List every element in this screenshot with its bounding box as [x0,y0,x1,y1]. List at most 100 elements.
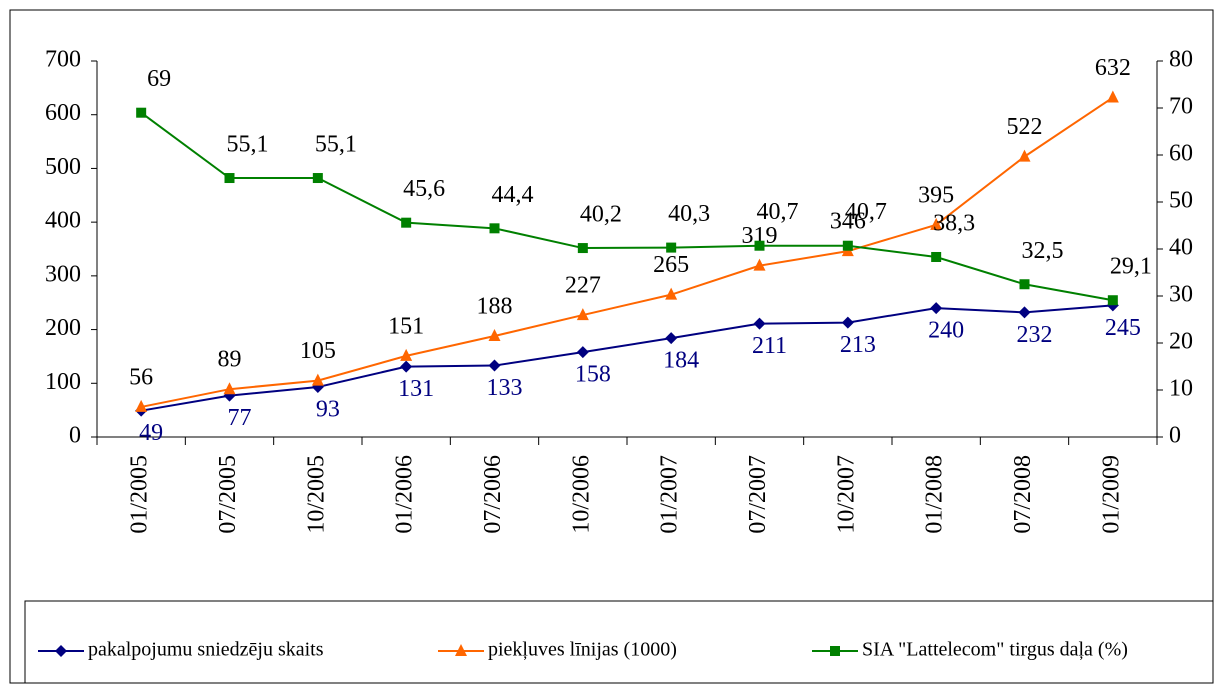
y2-tick-label: 80 [1169,47,1193,73]
data-label: 522 [1007,114,1043,140]
point [1107,295,1118,306]
point [400,348,413,361]
x-tick-label: 10/2007 [833,455,859,534]
data-label: 133 [487,375,523,401]
point [488,329,501,342]
y-tick-label: 0 [69,423,81,449]
point [577,243,588,254]
x-tick-label: 01/2009 [1098,455,1124,534]
data-label: 49 [139,420,163,446]
data-label: 131 [398,376,434,402]
point [665,287,678,300]
data-label: 93 [316,397,340,423]
data-label: 40,3 [668,201,710,227]
point [930,302,943,315]
point [753,317,766,330]
y-tick-label: 200 [45,315,81,341]
point [455,644,467,656]
point [665,332,678,345]
y2-tick-label: 40 [1169,235,1193,261]
point [136,107,147,118]
series-line [140,304,1113,412]
y2-tick-label: 70 [1169,94,1193,120]
x-tick-label: 01/2007 [657,455,683,534]
data-label: 105 [300,338,336,364]
x-tick-label: 01/2005 [127,455,153,534]
point [841,316,854,329]
x-tick-label: 01/2006 [392,455,418,534]
point [312,173,323,184]
x-tick-label: 07/2007 [745,455,771,534]
point [666,242,677,253]
y2-tick-label: 30 [1169,282,1193,308]
x-tick-label: 10/2006 [568,455,594,534]
data-label: 188 [477,294,513,320]
point [488,359,501,372]
series-line [140,111,1114,302]
data-label: 40,7 [757,199,799,225]
data-label: 240 [928,318,964,344]
data-label: 69 [147,66,171,92]
point [1018,149,1031,162]
data-label: 32,5 [1022,238,1064,264]
point [754,240,765,251]
legend-label: SIA "Lattelecom" tirgus daļa (%) [862,639,1128,661]
y-tick-label: 500 [45,154,81,180]
data-label: 213 [840,332,876,358]
x-tick-label: 07/2006 [480,455,506,534]
point [135,399,148,412]
data-label: 77 [228,405,252,431]
y-tick-label: 300 [45,261,81,287]
data-label: 56 [129,364,153,390]
data-label: 151 [388,313,424,339]
chart-border [9,9,1214,684]
data-label: 158 [575,362,611,388]
y2-tick-label: 10 [1169,376,1193,402]
legend-label: pakalpojumu sniedzēju skaits [88,639,324,661]
data-label: 395 [918,182,954,208]
y2-tick-label: 60 [1169,141,1193,167]
data-label: 44,4 [492,182,534,208]
data-label: 55,1 [315,132,357,158]
y2-tick-label: 20 [1169,329,1193,355]
point [55,645,67,657]
data-label: 40,7 [845,199,887,225]
y-tick-label: 100 [45,369,81,395]
point [753,258,766,271]
point [489,223,500,234]
point [576,346,589,359]
data-label: 232 [1017,322,1053,348]
data-label: 45,6 [403,176,445,202]
x-tick-label: 07/2008 [1010,455,1036,534]
point [931,251,942,262]
point [576,308,589,321]
data-label: 211 [752,333,787,359]
series-line [140,96,1114,408]
data-label: 29,1 [1110,254,1152,280]
point [223,382,236,395]
data-label: 346 [830,209,866,235]
point [830,646,840,656]
data-label: 38,3 [933,210,975,236]
data-label: 265 [653,252,689,278]
x-tick-label: 07/2005 [215,455,241,534]
point [930,217,943,230]
data-label: 245 [1105,315,1141,341]
y-tick-label: 600 [45,100,81,126]
point [224,173,235,184]
point [311,373,324,386]
y-tick-label: 400 [45,208,81,234]
data-label: 227 [565,273,601,299]
point [1106,90,1119,103]
point [400,360,413,373]
data-label: 184 [663,348,699,374]
point [842,240,853,251]
point [401,217,412,228]
x-tick-label: 01/2008 [922,455,948,534]
data-label: 632 [1095,55,1131,81]
data-label: 40,2 [580,202,622,228]
legend-box [24,600,1214,684]
point [1019,279,1030,290]
y-tick-label: 700 [45,47,81,73]
